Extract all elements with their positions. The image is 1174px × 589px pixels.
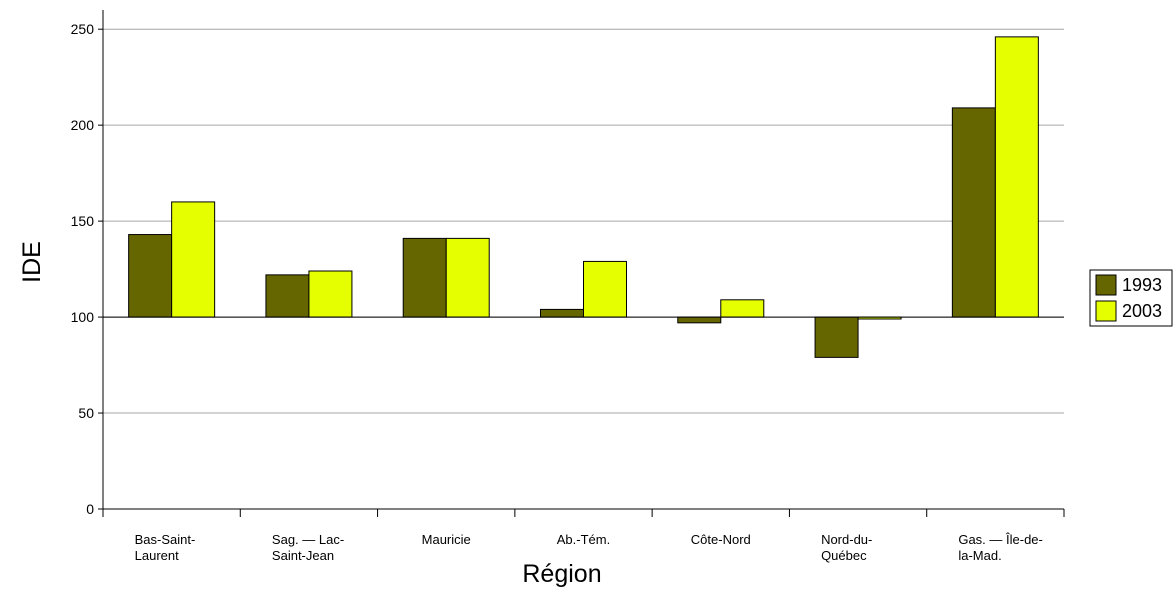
x-tick-label-line: Québec	[821, 548, 867, 563]
x-tick-label-line: Laurent	[135, 548, 179, 563]
x-tick-label: Bas-Saint-Laurent	[135, 532, 196, 563]
y-tick-label: 0	[86, 501, 94, 517]
x-tick-label-line: Bas-Saint-	[135, 532, 196, 547]
legend-label-2003: 2003	[1122, 301, 1162, 321]
y-tick-label: 200	[71, 117, 95, 133]
bar-1993-4	[677, 316, 722, 324]
x-tick-label-line: la-Mad.	[958, 548, 1001, 563]
x-tick-label: Mauricie	[422, 532, 471, 547]
x-tick-label-line: Nord-du-	[821, 532, 872, 547]
y-tick-label: 250	[71, 21, 95, 37]
bar-2003-3	[583, 260, 627, 318]
legend: 1993 2003	[1089, 269, 1173, 327]
x-tick-label: Ab.-Tém.	[557, 532, 610, 547]
x-tick-label: Nord-du-Québec	[821, 532, 872, 563]
y-tick-label: 150	[71, 213, 95, 229]
bar-1993-1	[265, 274, 310, 318]
bar-2003-1	[308, 270, 353, 318]
x-tick-label-line: Côte-Nord	[691, 532, 751, 547]
x-tick-labels: Bas-Saint-Laurent Sag. — Lac-Saint-Jean Ma…	[135, 532, 1043, 563]
bar-2003-4	[720, 299, 765, 318]
y-tick-labels: 0 50 100 150 200 250	[71, 21, 95, 517]
x-tick-label: Sag. — Lac-Saint-Jean	[272, 532, 344, 563]
legend-swatch-2003	[1095, 300, 1117, 322]
x-tick-label-line: Mauricie	[422, 532, 471, 547]
x-tick-label: Côte-Nord	[691, 532, 751, 547]
x-axis-label: Région	[522, 560, 601, 588]
x-tick-label-line: Sag. — Lac-	[272, 532, 344, 547]
bar-1993-6	[951, 107, 996, 318]
grid-lines	[103, 28, 1064, 414]
y-tick-label: 50	[78, 405, 94, 421]
y-axis-label: IDE	[18, 241, 46, 283]
bar-1993-2	[402, 237, 447, 318]
bar-2003-2	[445, 237, 490, 318]
bar-2003-6	[994, 36, 1039, 318]
y-tick-label: 100	[71, 309, 95, 325]
axes	[98, 10, 1065, 517]
bar-1993-0	[128, 234, 173, 318]
x-tick-label: Gas. — Île-de-la-Mad.	[958, 532, 1043, 563]
legend-swatch-1993	[1095, 274, 1117, 296]
x-tick-label-line: Ab.-Tém.	[557, 532, 610, 547]
x-tick-label-line: Gas. — Île-de-	[958, 532, 1043, 547]
legend-label-1993: 1993	[1122, 275, 1162, 295]
x-tick-label-line: Saint-Jean	[272, 548, 334, 563]
bars	[128, 36, 1039, 358]
bar-1993-5	[814, 316, 859, 358]
bar-2003-0	[171, 201, 216, 318]
bar-1993-3	[540, 308, 584, 318]
